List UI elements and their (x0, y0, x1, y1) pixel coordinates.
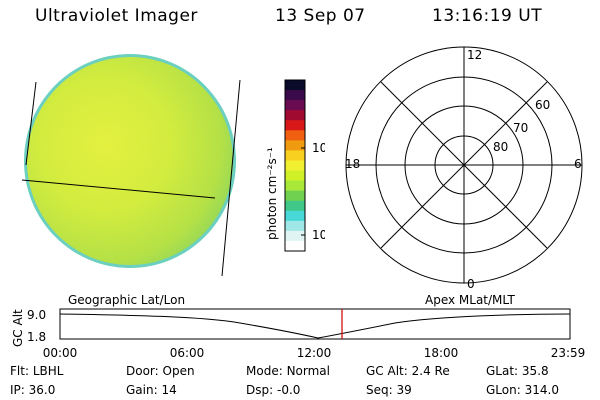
timeline-caption-right: Apex MLat/MLT (425, 293, 515, 307)
info-mode: Mode: Normal (246, 364, 330, 378)
colorbar-cell (285, 220, 305, 232)
image-date: 13 Sep 07 (275, 6, 366, 26)
mlt-label-18: 18 (345, 157, 360, 171)
disk-noise-texture (27, 57, 233, 265)
colorbar-cell (285, 240, 305, 252)
mlat-label-70: 70 (513, 121, 528, 135)
timeline-xtick-4: 23:59 (551, 346, 586, 360)
colorbar-cell (285, 110, 305, 121)
info-glon: GLon: 314.0 (486, 383, 559, 397)
colorbar-cell (285, 120, 305, 131)
mlt-label-0: 0 (467, 277, 475, 290)
colorbar-cell (285, 170, 305, 182)
colorbar-cell (285, 230, 305, 242)
lon-line-right (221, 79, 241, 277)
mlt-label-12: 12 (467, 48, 482, 62)
colorbar-cell (285, 80, 305, 91)
timeline-xtick-1: 06:00 (170, 346, 205, 360)
info-glat: GLat: 35.8 (486, 364, 549, 378)
info-gc-alt: GC Alt: 2.4 Re (366, 364, 450, 378)
info-dsp: Dsp: -0.0 (246, 383, 301, 397)
colorbar-cell (285, 160, 305, 172)
orbit-altitude-curve (59, 313, 571, 339)
instrument-title: Ultraviolet Imager (35, 6, 198, 26)
colorbar-label-10: 10 (312, 228, 325, 242)
colorbar-cell (285, 90, 305, 101)
info-door: Door: Open (126, 364, 195, 378)
image-time: 13:16:19 UT (432, 6, 543, 26)
colorbar-frame (284, 79, 306, 252)
colorbar-cells (285, 80, 305, 252)
timeline-frame (59, 308, 571, 340)
polar-mlat-mlt-grid: 12 18 6 0 60 70 80 (345, 46, 583, 290)
mlat-label-80: 80 (493, 140, 508, 154)
lon-line-left (25, 81, 37, 166)
info-gain: Gain: 14 (126, 383, 177, 397)
colorbar-cell (285, 150, 305, 162)
colorbar-label-100: 100 (312, 141, 325, 155)
colorbar-cell (285, 100, 305, 111)
polar-diagonal-2 (380, 81, 548, 249)
timeline-xtick-3: 18:00 (424, 346, 459, 360)
colorbar-cell (285, 140, 305, 152)
timeline-ytick-min: 1.8 (27, 330, 46, 344)
colorbar-cell (285, 130, 305, 141)
uv-earth-disk-image (21, 54, 241, 277)
timeline-caption-left: Geographic Lat/Lon (68, 293, 185, 307)
timeline-axis-title: GC Alt (11, 309, 25, 347)
info-seq: Seq: 39 (366, 383, 412, 397)
colorbar-cell (285, 180, 305, 192)
colorbar-cell (285, 190, 305, 202)
intensity-colorbar: 100 10 photon cm⁻²s⁻¹ (265, 79, 325, 252)
lat-line (21, 179, 216, 199)
colorbar-cell (285, 200, 305, 212)
timeline-ytick-max: 9.0 (27, 308, 46, 322)
info-filter: Flt: LBHL (10, 364, 64, 378)
colorbar-cell (285, 210, 305, 222)
colorbar-unit-label: photon cm⁻²s⁻¹ (265, 147, 279, 240)
mlat-label-60: 60 (535, 98, 550, 112)
timeline-xtick-0: 00:00 (43, 346, 78, 360)
info-ip: IP: 36.0 (10, 383, 56, 397)
mlt-label-6: 6 (574, 157, 582, 171)
timeline-xtick-2: 12:00 (297, 346, 332, 360)
orbit-altitude-timeline: Geographic Lat/Lon Apex MLat/MLT GC Alt … (11, 293, 586, 360)
